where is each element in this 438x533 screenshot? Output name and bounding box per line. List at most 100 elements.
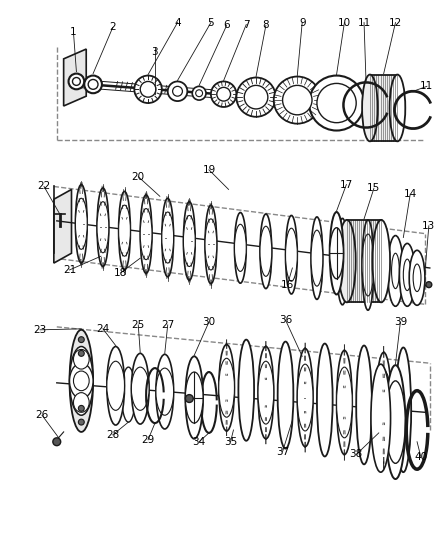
- Ellipse shape: [74, 371, 89, 391]
- Ellipse shape: [107, 361, 124, 410]
- Ellipse shape: [162, 212, 173, 263]
- Text: 4: 4: [174, 18, 181, 28]
- Text: 3: 3: [152, 47, 158, 57]
- Ellipse shape: [336, 232, 348, 291]
- Ellipse shape: [336, 219, 348, 305]
- Ellipse shape: [317, 344, 332, 456]
- Text: 16: 16: [281, 280, 294, 289]
- Ellipse shape: [211, 82, 237, 107]
- Ellipse shape: [376, 352, 392, 462]
- Ellipse shape: [274, 77, 321, 124]
- Ellipse shape: [258, 346, 274, 439]
- Ellipse shape: [140, 195, 152, 273]
- Text: 5: 5: [208, 18, 214, 28]
- Ellipse shape: [388, 236, 403, 306]
- Text: 22: 22: [37, 182, 51, 191]
- Ellipse shape: [97, 201, 109, 253]
- Text: 40: 40: [414, 453, 427, 463]
- Text: 24: 24: [96, 324, 110, 334]
- Text: 11: 11: [420, 82, 434, 91]
- Ellipse shape: [156, 354, 173, 429]
- Ellipse shape: [184, 201, 195, 280]
- Text: 38: 38: [350, 449, 363, 459]
- Ellipse shape: [185, 357, 203, 439]
- Ellipse shape: [173, 86, 183, 96]
- Text: 37: 37: [276, 447, 289, 457]
- Ellipse shape: [84, 76, 102, 93]
- Polygon shape: [64, 49, 86, 106]
- Ellipse shape: [107, 346, 124, 425]
- Ellipse shape: [75, 184, 87, 263]
- Ellipse shape: [70, 363, 93, 399]
- Ellipse shape: [336, 367, 352, 438]
- Ellipse shape: [309, 76, 364, 131]
- Polygon shape: [347, 220, 381, 302]
- Ellipse shape: [237, 77, 276, 117]
- Text: 15: 15: [367, 183, 381, 193]
- Ellipse shape: [53, 438, 61, 446]
- Ellipse shape: [88, 79, 98, 90]
- Text: 8: 8: [262, 20, 269, 30]
- Ellipse shape: [362, 75, 378, 141]
- Text: 30: 30: [202, 317, 215, 327]
- Text: 13: 13: [422, 221, 435, 231]
- Text: 11: 11: [357, 18, 371, 28]
- Text: 6: 6: [223, 20, 230, 30]
- Polygon shape: [370, 75, 397, 141]
- Ellipse shape: [286, 215, 297, 294]
- Ellipse shape: [119, 191, 131, 270]
- Text: 7: 7: [243, 20, 250, 29]
- Ellipse shape: [234, 213, 246, 283]
- Ellipse shape: [69, 74, 84, 90]
- Ellipse shape: [260, 214, 272, 288]
- Text: 1: 1: [70, 27, 77, 37]
- Ellipse shape: [311, 230, 323, 286]
- Ellipse shape: [119, 205, 131, 256]
- Ellipse shape: [78, 419, 84, 425]
- Ellipse shape: [205, 205, 217, 284]
- Ellipse shape: [392, 253, 399, 288]
- Text: 12: 12: [389, 18, 402, 28]
- Ellipse shape: [205, 219, 217, 270]
- Ellipse shape: [286, 228, 297, 281]
- Text: 2: 2: [110, 22, 116, 33]
- Text: 23: 23: [33, 325, 47, 335]
- Ellipse shape: [376, 370, 392, 445]
- Ellipse shape: [356, 345, 372, 464]
- Ellipse shape: [185, 394, 193, 402]
- Ellipse shape: [338, 220, 356, 302]
- Ellipse shape: [330, 212, 343, 294]
- Ellipse shape: [385, 365, 405, 479]
- Ellipse shape: [330, 228, 343, 279]
- Text: 20: 20: [132, 172, 145, 182]
- Ellipse shape: [78, 406, 84, 411]
- Ellipse shape: [162, 198, 173, 277]
- Ellipse shape: [75, 198, 87, 249]
- Ellipse shape: [297, 349, 313, 447]
- Text: 36: 36: [279, 315, 292, 325]
- Ellipse shape: [131, 367, 149, 410]
- Text: 9: 9: [299, 18, 306, 28]
- Ellipse shape: [196, 90, 202, 96]
- Ellipse shape: [403, 259, 411, 290]
- Ellipse shape: [78, 350, 84, 357]
- Text: 14: 14: [403, 189, 417, 199]
- Ellipse shape: [283, 85, 312, 115]
- Ellipse shape: [238, 340, 254, 441]
- Ellipse shape: [72, 77, 80, 85]
- Ellipse shape: [409, 251, 425, 305]
- Ellipse shape: [278, 342, 293, 449]
- Ellipse shape: [74, 393, 89, 413]
- Ellipse shape: [244, 85, 268, 109]
- Text: 25: 25: [132, 320, 145, 330]
- Ellipse shape: [219, 344, 234, 431]
- Text: 35: 35: [224, 437, 237, 447]
- Ellipse shape: [362, 220, 374, 310]
- Text: 29: 29: [141, 435, 155, 445]
- Ellipse shape: [192, 86, 206, 100]
- Ellipse shape: [70, 346, 93, 415]
- Ellipse shape: [372, 220, 390, 302]
- Ellipse shape: [260, 226, 272, 276]
- Ellipse shape: [184, 215, 195, 266]
- Ellipse shape: [389, 75, 405, 141]
